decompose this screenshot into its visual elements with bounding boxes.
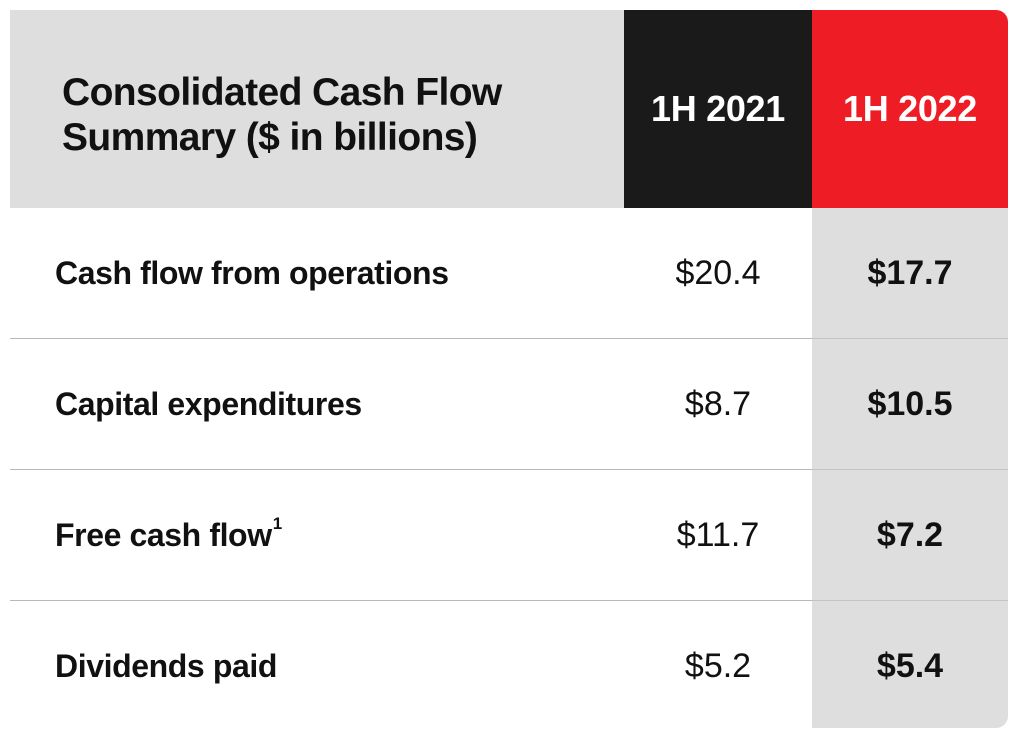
- table-title: Consolidated Cash Flow Summary ($ in bil…: [62, 70, 602, 160]
- row-divider: [812, 469, 1008, 470]
- column-header-1h-2022: 1H 2022: [812, 10, 1008, 208]
- table-row-free-cash-flow: Free cash flow 1 $11.7 $7.2: [10, 470, 1008, 601]
- row-divider: [10, 338, 812, 339]
- cell-value-1h-2022: $7.2: [876, 516, 944, 554]
- table-title-line-2: Summary ($ in billions): [62, 116, 478, 159]
- row-label-text: Free cash flow: [55, 517, 272, 553]
- cell-value-1h-2021: $8.7: [684, 385, 752, 423]
- row-divider: [812, 338, 1008, 339]
- footnote-marker: 1: [272, 513, 282, 533]
- row-label-text: Cash flow from operations: [55, 255, 449, 291]
- table-row-capital-expenditures: Capital expenditures $8.7 $10.5: [10, 339, 1008, 470]
- row-divider: [10, 600, 812, 601]
- row-label: Cash flow from operations: [55, 208, 449, 339]
- cell-value-1h-2021: $5.2: [684, 647, 752, 685]
- cash-flow-summary-table: Consolidated Cash Flow Summary ($ in bil…: [10, 10, 1008, 728]
- table-row-dividends-paid: Dividends paid $5.2 $5.4: [10, 601, 1008, 732]
- row-label: Capital expenditures: [55, 339, 362, 470]
- table-header-label-cell: Consolidated Cash Flow Summary ($ in bil…: [10, 10, 624, 208]
- row-label: Dividends paid: [55, 601, 277, 732]
- cell-value-1h-2022: $17.7: [867, 254, 953, 292]
- row-label: Free cash flow 1: [55, 470, 282, 601]
- column-1h-2022-highlight: [812, 208, 1008, 728]
- column-header-1h-2021: 1H 2021: [624, 10, 812, 208]
- row-label-text: Capital expenditures: [55, 386, 362, 422]
- row-divider: [10, 469, 812, 470]
- cell-value-1h-2021: $20.4: [675, 254, 761, 292]
- row-label-text: Dividends paid: [55, 648, 277, 684]
- row-divider: [812, 600, 1008, 601]
- cell-value-1h-2022: $5.4: [876, 647, 944, 685]
- table-row-cash-flow-from-operations: Cash flow from operations $20.4 $17.7: [10, 208, 1008, 339]
- table-title-line-1: Consolidated Cash Flow: [62, 71, 502, 114]
- cell-value-1h-2022: $10.5: [867, 385, 953, 423]
- cell-value-1h-2021: $11.7: [676, 516, 760, 554]
